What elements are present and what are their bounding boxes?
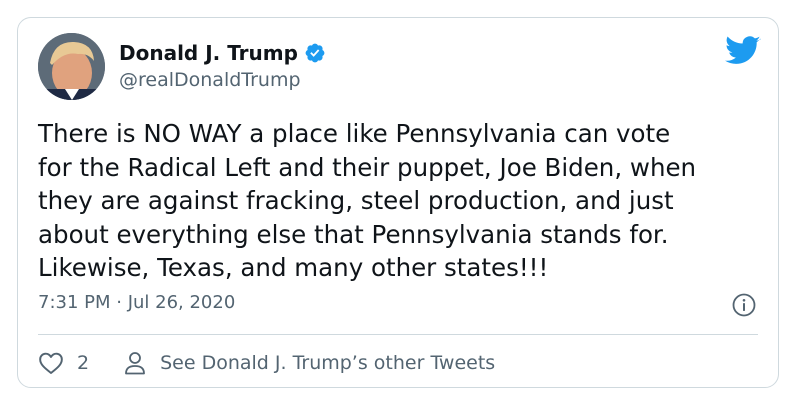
- like-count: 2: [77, 352, 90, 374]
- info-icon[interactable]: [732, 293, 756, 317]
- twitter-bird-icon[interactable]: [725, 36, 761, 66]
- tweet-card[interactable]: Donald J. Trump @realDonaldTrump There i…: [17, 17, 779, 388]
- tweet-text: There is NO WAY a place like Pennsylvani…: [38, 119, 697, 282]
- avatar-photo: [38, 33, 105, 100]
- author-name-row[interactable]: Donald J. Trump: [119, 40, 326, 66]
- avatar[interactable]: [38, 33, 105, 100]
- like-button[interactable]: 2: [38, 351, 89, 375]
- verified-badge-icon: [305, 43, 325, 63]
- author-handle[interactable]: @realDonaldTrump: [119, 69, 301, 91]
- heart-icon[interactable]: [38, 351, 64, 375]
- see-other-tweets-label[interactable]: See Donald J. Trump’s other Tweets: [160, 352, 496, 374]
- tweet-timestamp[interactable]: 7:31 PM · Jul 26, 2020: [38, 292, 236, 313]
- author-display-name[interactable]: Donald J. Trump: [119, 41, 298, 65]
- see-other-tweets-link[interactable]: See Donald J. Trump’s other Tweets: [124, 351, 495, 375]
- tweet-actions: 2 See Donald J. Trump’s other Tweets: [38, 348, 495, 378]
- divider: [38, 334, 758, 335]
- person-icon: [125, 352, 145, 375]
